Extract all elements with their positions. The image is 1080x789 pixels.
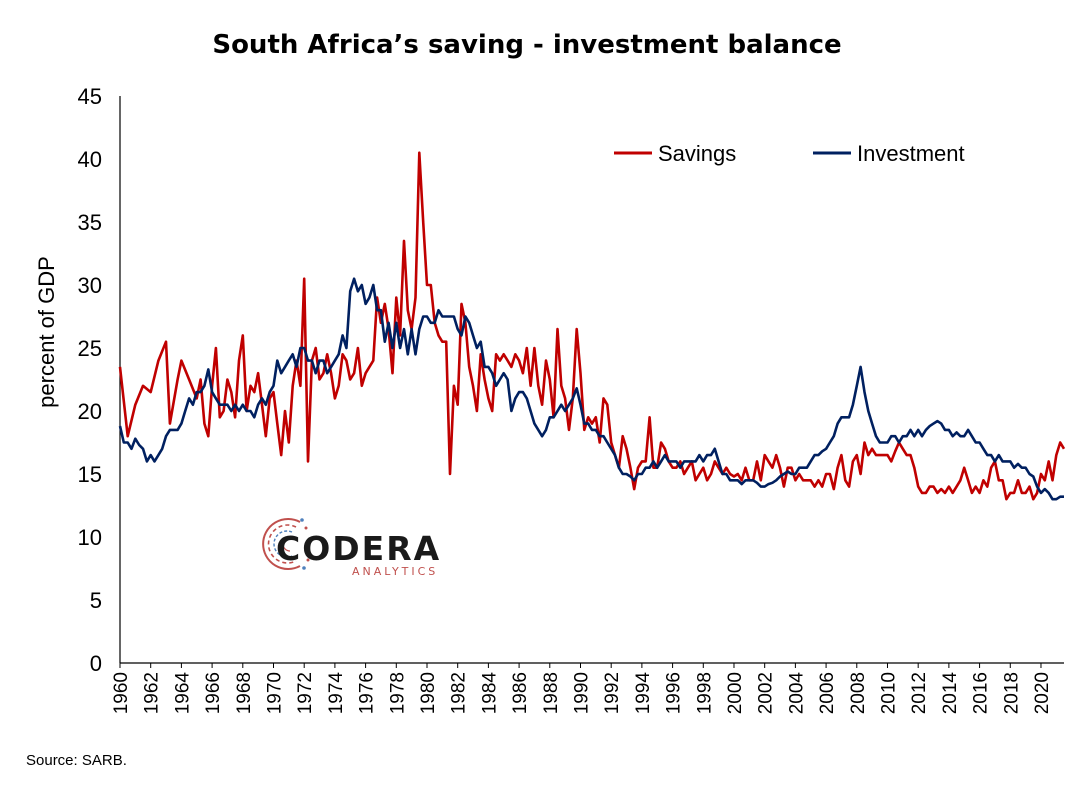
x-tick-label: 1968: [234, 672, 255, 714]
x-tick-label: 1994: [633, 672, 654, 715]
x-tick-label: 1964: [172, 672, 193, 715]
legend: Savings Investment: [614, 141, 965, 166]
legend-label-investment: Investment: [857, 141, 965, 166]
x-tick-label: 2010: [878, 672, 899, 714]
x-tick-label: 2002: [756, 672, 777, 714]
x-tick-label: 1974: [326, 672, 347, 715]
logo-wordmark: CODERA: [276, 529, 441, 568]
x-tick-label: 1980: [418, 672, 439, 714]
x-tick-label: 2006: [817, 672, 838, 714]
x-tick-label: 1992: [602, 672, 623, 714]
y-tick-label: 30: [78, 273, 102, 298]
x-tick-label: 2012: [909, 672, 930, 714]
x-tick-label: 1996: [664, 672, 685, 714]
x-tick-label: 1972: [295, 672, 316, 714]
x-tick-label: 1984: [479, 672, 500, 715]
x-tick-label: 1976: [357, 672, 378, 714]
series-line-investment: [118, 277, 1064, 501]
y-tick-label: 40: [78, 147, 102, 172]
x-tick-label: 1986: [510, 672, 531, 714]
x-tick-label: 1998: [694, 672, 715, 714]
y-tick-labels: 0 5 10 15 20 25 30 35 40 45: [78, 84, 102, 676]
y-tick-label: 5: [90, 588, 102, 613]
y-tick-label: 10: [78, 525, 102, 550]
codera-logo: CODERA ANALYTICS: [262, 518, 441, 578]
y-tick-label: 25: [78, 336, 102, 361]
legend-label-savings: Savings: [658, 141, 736, 166]
x-tick-label: 1988: [541, 672, 562, 714]
x-tick-label: 2014: [940, 672, 961, 715]
x-tick-labels: 1960 1962 1964 1966 1968 1970 1972 1974 1976 1978…: [111, 663, 1053, 714]
x-tick-label: 1970: [264, 672, 285, 714]
y-tick-label: 15: [78, 462, 102, 487]
x-tick-label: 1990: [571, 672, 592, 714]
x-tick-label: 2020: [1032, 672, 1053, 714]
x-tick-label: 2016: [971, 672, 992, 714]
logo-emblem-icon: [262, 518, 310, 570]
logo-tagline: ANALYTICS: [352, 565, 438, 578]
series-line-savings: [118, 151, 1066, 501]
y-tick-label: 20: [78, 399, 102, 424]
x-tick-label: 1978: [387, 672, 408, 714]
y-tick-label: 0: [90, 651, 102, 676]
x-tick-label: 2018: [1001, 672, 1022, 714]
y-axis-label-group: percent of GDP: [34, 256, 59, 408]
y-tick-label: 45: [78, 84, 102, 109]
x-tick-label: 1960: [111, 672, 132, 714]
x-tick-label: 1962: [142, 672, 163, 714]
axes: [119, 96, 1064, 664]
x-tick-label: 2004: [786, 672, 807, 715]
x-tick-label: 2008: [848, 672, 869, 714]
series-lines: [118, 151, 1066, 501]
y-tick-label: 35: [78, 210, 102, 235]
x-tick-label: 1966: [203, 672, 224, 714]
y-axis-label: percent of GDP: [34, 256, 59, 408]
x-tick-label: 1982: [449, 672, 470, 714]
x-tick-label: 2000: [725, 672, 746, 714]
chart-title: South Africa’s saving - investment balan…: [212, 30, 842, 60]
source-note: Source: SARB.: [26, 752, 127, 769]
